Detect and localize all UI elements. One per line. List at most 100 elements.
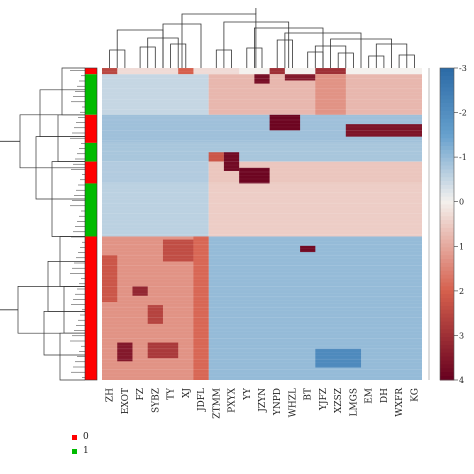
colorbar-step — [440, 181, 454, 186]
colorbar-step — [440, 103, 454, 108]
heatmap-cell-block — [269, 68, 285, 75]
heatmap-cell-block — [132, 286, 148, 296]
column-label-ynpd: YNPD — [273, 388, 283, 416]
legend-label-0: 0 — [83, 432, 89, 442]
colorbar-step — [440, 212, 454, 217]
colorbar-step — [440, 231, 454, 237]
legend-item-1: 1 — [72, 446, 89, 456]
colorbar-step — [440, 270, 454, 276]
heatmap-cell-block — [102, 68, 240, 75]
heatmap-cell-block — [102, 74, 209, 115]
colorbar-step — [440, 305, 454, 311]
column-label-wxfr: WXFR — [395, 388, 405, 417]
colorbar-step — [440, 348, 454, 354]
heatmap-cell-block — [147, 342, 179, 359]
column-label-kg: KG — [410, 388, 420, 402]
colorbar-step — [440, 290, 454, 295]
row-annotation-segment — [85, 161, 97, 184]
colorbar-step — [440, 161, 454, 166]
colorbar-step — [440, 91, 454, 96]
colorbar-step — [440, 149, 454, 155]
colorbar-step — [440, 282, 454, 287]
column-label-yy: YY — [243, 387, 253, 401]
colorbar-step — [440, 247, 454, 252]
column-label-jzyn: JZYN — [258, 388, 268, 413]
colorbar-tick-label: 3 — [459, 331, 464, 340]
heatmap-cell-block — [162, 239, 194, 262]
colorbar-step — [440, 118, 454, 123]
row-annotation-segment — [85, 74, 97, 115]
colorbar-tick-label: -2 — [459, 109, 467, 118]
heatmap-cell-block — [345, 124, 422, 137]
column-label-ty: TY — [167, 387, 177, 400]
colorbar-step — [440, 313, 454, 318]
colorbar-step — [440, 255, 454, 260]
heatmap-cell-block — [147, 305, 163, 324]
legend-label-1: 1 — [83, 446, 89, 456]
heatmap-cell-block — [315, 348, 362, 368]
column-label-xzsz: XZSZ — [334, 388, 344, 413]
column-label-pxyx: PXYX — [228, 387, 238, 412]
colorbar-step — [440, 99, 454, 104]
colorbar-step — [440, 302, 454, 307]
colorbar-step — [440, 329, 454, 334]
colorbar-step — [440, 83, 454, 88]
colorbar-step — [440, 259, 454, 264]
colorbar-step — [440, 134, 454, 139]
colorbar-step — [440, 278, 454, 283]
colorbar-step — [440, 372, 454, 377]
legend-swatch-1 — [72, 448, 77, 454]
colorbar-tick-label: -1 — [459, 153, 467, 162]
column-label-yjfz: YJFZ — [319, 388, 329, 411]
colorbar-tick-label: 4 — [459, 376, 464, 385]
heatmap-cell-block — [102, 255, 118, 302]
heatmap-cell-block — [300, 245, 316, 253]
heatmap-cell-block — [102, 68, 118, 75]
colorbar-tick-label: 1 — [459, 242, 464, 251]
colorbar-step — [440, 216, 454, 221]
heatmap-cell-block — [102, 142, 422, 162]
colorbar-step — [440, 364, 454, 369]
row-annotation-segment — [85, 183, 97, 237]
colorbar-tick-label: -3 — [459, 64, 467, 73]
row-annotation-segment — [85, 142, 97, 162]
column-label-jdfl: JDFL — [197, 388, 207, 412]
colorbar-tick-label: 2 — [459, 287, 464, 296]
colorbar-step — [440, 157, 454, 162]
column-label-sybz: SYBZ — [151, 388, 161, 413]
colorbar-step — [440, 87, 454, 92]
column-label-fz: FZ — [136, 388, 146, 401]
row-annotation-segment — [85, 68, 97, 75]
colorbar-step — [440, 356, 454, 361]
colorbar-step — [440, 200, 454, 205]
column-label-zh: ZH — [106, 388, 116, 402]
row-dendrogram-branch — [17, 286, 85, 334]
heatmap-cell-block — [117, 342, 133, 362]
column-label-ztmm: ZTMM — [212, 388, 222, 419]
colorbar-step — [440, 298, 454, 303]
column-label-whzl: WHZL — [288, 388, 298, 417]
colorbar-step — [440, 138, 454, 143]
colorbar-step — [440, 325, 454, 330]
colorbar-step — [440, 173, 454, 178]
heatmap-cell-block — [269, 114, 301, 131]
column-label-bt: BT — [304, 388, 314, 401]
colorbar-step — [440, 107, 454, 112]
heatmap-cell-block — [254, 74, 270, 84]
colorbar-step — [440, 153, 454, 159]
column-label-exot: EXOT — [121, 388, 131, 414]
colorbar-step — [440, 169, 454, 174]
colorbar-step — [440, 204, 454, 209]
heatmap-cell-block — [315, 74, 346, 115]
heatmap-cell-block — [193, 236, 209, 380]
colorbar-step — [440, 243, 454, 248]
colorbar-step — [440, 263, 454, 268]
colorbar-step — [440, 239, 454, 244]
colorbar-step — [440, 68, 454, 73]
colorbar-step — [440, 337, 454, 342]
colorbar-step — [440, 146, 454, 151]
colorbar-step — [440, 333, 454, 338]
legend-swatch-0 — [72, 434, 77, 440]
heatmap-cell-block — [102, 183, 209, 237]
